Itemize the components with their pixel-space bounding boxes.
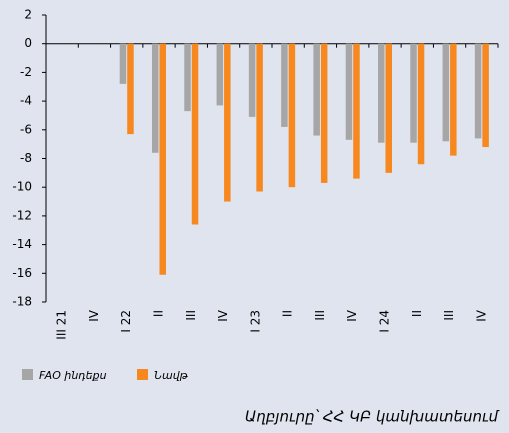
x-tick-label: III — [313, 310, 327, 321]
x-tick-label: I 22 — [119, 310, 133, 333]
bar — [248, 43, 256, 117]
x-tick-label: I 23 — [248, 310, 262, 333]
x-tick-label: I 24 — [378, 310, 392, 333]
y-tick-label: -6 — [20, 122, 32, 136]
y-tick-label: -14 — [12, 237, 32, 251]
y-tick-label: 0 — [24, 36, 32, 50]
y-tick-label: -18 — [12, 295, 32, 309]
bar — [288, 43, 296, 188]
bar — [442, 43, 450, 142]
bar — [127, 43, 134, 135]
x-tick-label: IV — [345, 309, 359, 322]
x-tick-label: IV — [474, 309, 488, 322]
bar — [191, 43, 199, 225]
bar — [474, 43, 482, 139]
bar — [320, 43, 328, 183]
y-tick-label: -8 — [20, 151, 32, 165]
bar — [256, 43, 263, 192]
bar — [345, 43, 353, 140]
bar — [482, 43, 489, 148]
bar — [410, 43, 417, 143]
bar — [353, 43, 360, 179]
x-tick-label: IV — [87, 309, 101, 322]
legend-swatch — [22, 369, 33, 380]
y-tick-label: -4 — [20, 94, 32, 108]
x-tick-label: II — [281, 310, 295, 317]
y-tick-label: -2 — [20, 65, 32, 79]
x-tick-label: II — [410, 310, 424, 317]
y-tick-label: -12 — [12, 208, 32, 222]
bar — [184, 43, 191, 112]
bar — [417, 43, 425, 165]
y-tick-label: -16 — [12, 266, 32, 280]
y-tick-label: 2 — [24, 8, 32, 22]
source: Աղբյուրը՝ ՀՀ ԿԲ կանխատեսում — [245, 408, 501, 426]
bar — [119, 43, 127, 84]
x-tick-label: III — [184, 310, 198, 321]
bar — [385, 43, 392, 173]
bar — [216, 43, 224, 106]
x-tick-label: III — [442, 310, 456, 321]
bar — [224, 43, 231, 202]
y-tick-label: -10 — [12, 180, 32, 194]
bar — [313, 43, 320, 136]
legend-swatch — [137, 369, 148, 380]
bar — [378, 43, 385, 143]
bar — [450, 43, 457, 156]
x-tick-label: III 21 — [55, 310, 69, 340]
legend-label: Նավթ — [154, 369, 189, 382]
x-tick-label: IV — [216, 309, 230, 322]
x-tick-label: II — [152, 310, 166, 317]
bar — [152, 43, 159, 153]
bar — [281, 43, 288, 127]
bar — [159, 43, 166, 275]
legend-label: FAO ինդեքս — [39, 369, 107, 382]
